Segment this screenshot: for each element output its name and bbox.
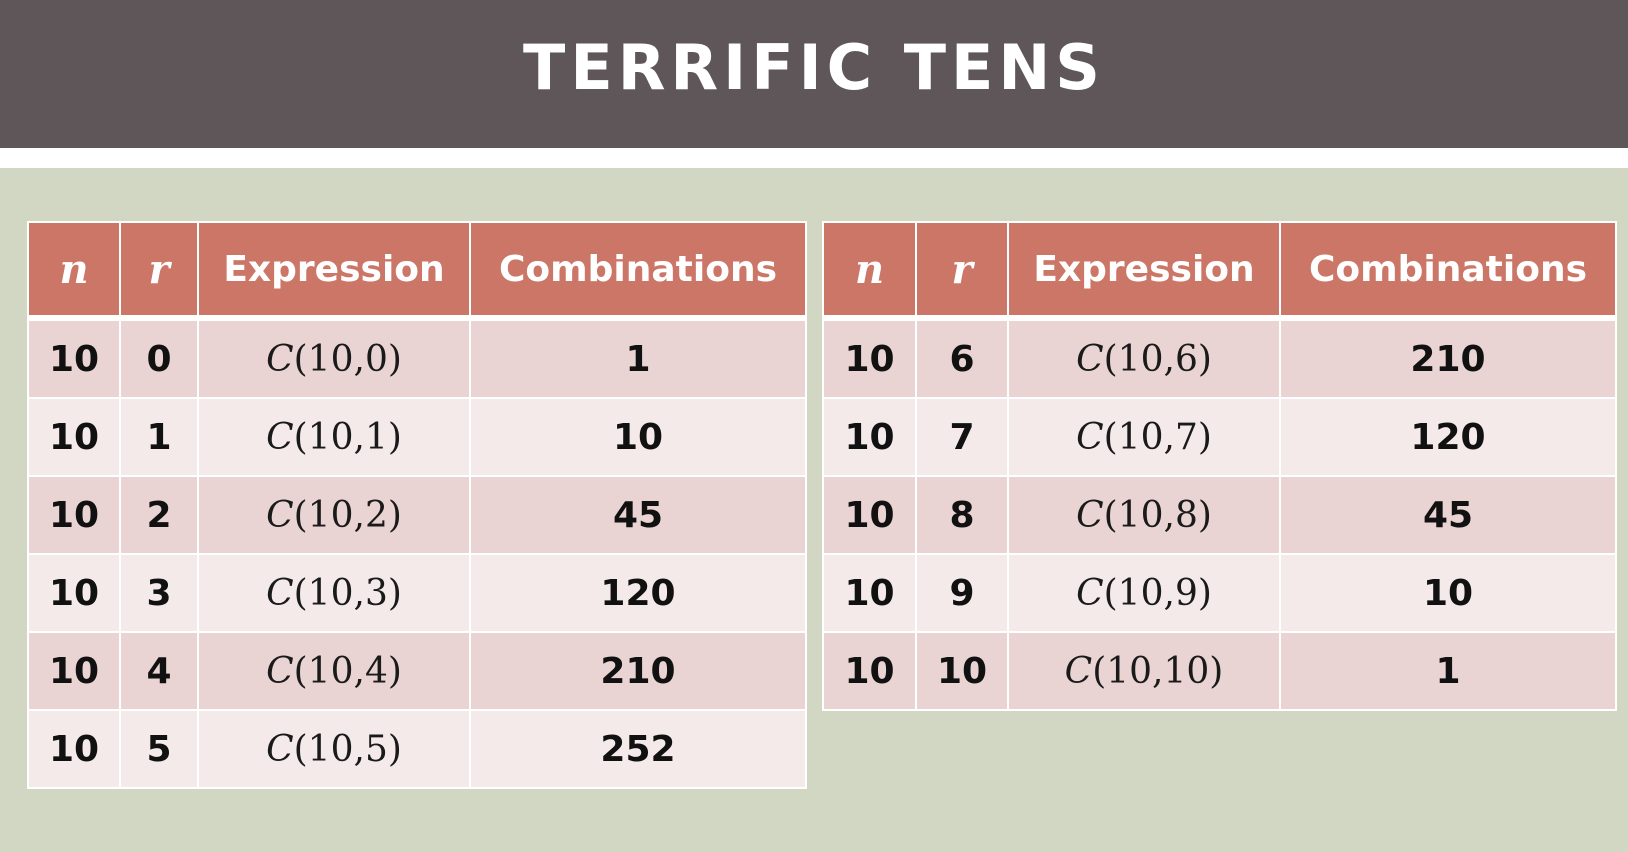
cell-combinations: 1: [469, 317, 807, 399]
header-expression: Expression: [197, 221, 471, 321]
expression-function: C: [266, 728, 294, 770]
cell-n: 10: [822, 317, 917, 399]
expression-function: C: [266, 494, 294, 536]
expression-args: (10,2): [293, 494, 402, 536]
cell-expression: C(10,10): [1007, 631, 1281, 711]
combinations-table-left: n r Expression Combinations 10 0 C(10,0) 1 1…: [27, 221, 807, 789]
table-row: 10 0 C(10,0) 1: [27, 317, 807, 399]
cell-r: 0: [119, 317, 199, 399]
cell-n: 10: [822, 475, 917, 555]
cell-combinations: 1: [1279, 631, 1617, 711]
cell-combinations: 252: [469, 709, 807, 789]
cell-combinations: 45: [1279, 475, 1617, 555]
cell-expression: C(10,7): [1007, 397, 1281, 477]
expression-function: C: [1076, 338, 1104, 380]
table-row: 10 9 C(10,9) 10: [822, 553, 1617, 633]
expression-args: (10,9): [1103, 572, 1212, 614]
cell-n: 10: [27, 709, 121, 789]
header-expression: Expression: [1007, 221, 1281, 321]
cell-combinations: 10: [1279, 553, 1617, 633]
expression-function: C: [266, 572, 294, 614]
cell-r: 5: [119, 709, 199, 789]
table-row: 10 5 C(10,5) 252: [27, 709, 807, 789]
table-row: 10 1 C(10,1) 10: [27, 397, 807, 477]
expression-args: (10,1): [293, 416, 402, 458]
cell-expression: C(10,8): [1007, 475, 1281, 555]
expression-args: (10,7): [1103, 416, 1212, 458]
cell-n: 10: [27, 631, 121, 711]
cell-expression: C(10,3): [197, 553, 471, 633]
cell-combinations: 120: [469, 553, 807, 633]
cell-r: 4: [119, 631, 199, 711]
table-header-row: n r Expression Combinations: [27, 221, 807, 321]
cell-expression: C(10,4): [197, 631, 471, 711]
cell-r: 6: [915, 317, 1009, 399]
header-r: r: [915, 221, 1009, 321]
header-combinations: Combinations: [1279, 221, 1617, 321]
expression-function: C: [1076, 494, 1104, 536]
page-title: TERRIFIC TENS: [523, 30, 1105, 104]
cell-expression: C(10,0): [197, 317, 471, 399]
cell-combinations: 210: [469, 631, 807, 711]
table-row: 10 6 C(10,6) 210: [822, 317, 1617, 399]
cell-expression: C(10,6): [1007, 317, 1281, 399]
cell-n: 10: [27, 397, 121, 477]
cell-r: 2: [119, 475, 199, 555]
expression-args: (10,4): [293, 650, 402, 692]
expression-args: (10,8): [1103, 494, 1212, 536]
expression-args: (10,5): [293, 728, 402, 770]
combinations-table-right: n r Expression Combinations 10 6 C(10,6) 21…: [822, 221, 1617, 711]
table-header-row: n r Expression Combinations: [822, 221, 1617, 321]
cell-combinations: 45: [469, 475, 807, 555]
cell-r: 10: [915, 631, 1009, 711]
cell-combinations: 120: [1279, 397, 1617, 477]
header-combinations: Combinations: [469, 221, 807, 321]
table-row: 10 8 C(10,8) 45: [822, 475, 1617, 555]
table-row: 10 10 C(10,10) 1: [822, 631, 1617, 711]
title-bar: TERRIFIC TENS: [0, 0, 1628, 148]
expression-function: C: [266, 650, 294, 692]
cell-r: 9: [915, 553, 1009, 633]
cell-combinations: 210: [1279, 317, 1617, 399]
expression-function: C: [266, 338, 294, 380]
cell-n: 10: [27, 553, 121, 633]
title-divider: [0, 148, 1628, 168]
expression-function: C: [266, 416, 294, 458]
expression-function: C: [1076, 416, 1104, 458]
cell-n: 10: [27, 317, 121, 399]
cell-r: 8: [915, 475, 1009, 555]
cell-r: 3: [119, 553, 199, 633]
header-n: n: [822, 221, 917, 321]
cell-n: 10: [27, 475, 121, 555]
expression-args: (10,3): [293, 572, 402, 614]
cell-combinations: 10: [469, 397, 807, 477]
header-n: n: [27, 221, 121, 321]
cell-expression: C(10,9): [1007, 553, 1281, 633]
cell-expression: C(10,2): [197, 475, 471, 555]
expression-args: (10,10): [1092, 650, 1224, 692]
cell-r: 7: [915, 397, 1009, 477]
table-row: 10 4 C(10,4) 210: [27, 631, 807, 711]
table-row: 10 7 C(10,7) 120: [822, 397, 1617, 477]
cell-n: 10: [822, 631, 917, 711]
cell-n: 10: [822, 397, 917, 477]
expression-args: (10,6): [1103, 338, 1212, 380]
cell-expression: C(10,1): [197, 397, 471, 477]
cell-n: 10: [822, 553, 917, 633]
table-row: 10 3 C(10,3) 120: [27, 553, 807, 633]
table-row: 10 2 C(10,2) 45: [27, 475, 807, 555]
cell-r: 1: [119, 397, 199, 477]
cell-expression: C(10,5): [197, 709, 471, 789]
expression-function: C: [1064, 650, 1093, 692]
header-r: r: [119, 221, 199, 321]
expression-args: (10,0): [293, 338, 402, 380]
expression-function: C: [1076, 572, 1104, 614]
